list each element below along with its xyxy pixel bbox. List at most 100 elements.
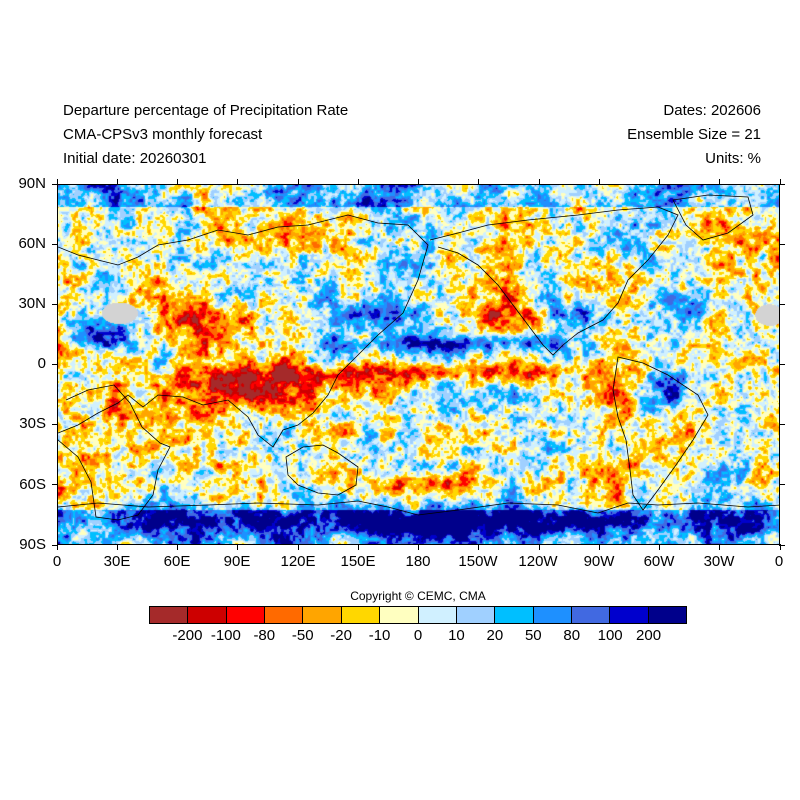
lon-tick	[659, 544, 660, 550]
lon-tick	[598, 544, 600, 550]
colorbar-box	[341, 607, 381, 623]
lat-tick	[52, 243, 58, 245]
lat-tick	[52, 484, 58, 486]
lon-label: 0	[774, 553, 784, 570]
initial-date: Initial date: 20260301	[63, 150, 207, 167]
lon-tick	[538, 544, 540, 550]
forecast-dates: Dates: 202606	[663, 102, 761, 119]
colorbar-label: -200	[172, 627, 203, 644]
lon-label: 180	[405, 553, 431, 570]
coastline-antarctica	[58, 500, 779, 516]
lon-label: 30W	[703, 553, 735, 570]
lon-label: 60W	[643, 553, 675, 570]
lon-tick	[478, 179, 480, 185]
colorbar-box	[380, 607, 419, 623]
lon-label: 150E	[340, 553, 376, 570]
colorbar-label: -100	[210, 627, 241, 644]
lat-label: 30N	[18, 295, 46, 312]
lat-label: 60S	[19, 476, 46, 493]
lon-label: 90E	[223, 553, 251, 570]
lon-tick	[357, 179, 359, 185]
lon-tick	[297, 544, 299, 550]
lon-label: 30E	[103, 553, 131, 570]
lon-tick	[56, 544, 58, 550]
ensemble-size: Ensemble Size = 21	[627, 126, 761, 143]
colorbar-box	[265, 607, 304, 623]
coastline-australia	[285, 444, 359, 496]
coastlines	[58, 194, 779, 521]
coastline-africa	[58, 384, 171, 521]
lon-tick	[56, 179, 58, 185]
colorbar-label: 100	[597, 627, 623, 644]
colorbar-box	[226, 607, 266, 623]
lon-label: 120W	[518, 553, 558, 570]
lon-label: 90W	[583, 553, 615, 570]
lon-tick	[659, 179, 660, 185]
colorbar-box	[571, 607, 611, 623]
lat-tick	[779, 183, 785, 185]
lon-tick	[478, 544, 480, 550]
lat-tick	[52, 364, 58, 365]
units-label: Units: %	[705, 150, 761, 167]
lat-label: 60N	[18, 235, 46, 252]
lat-tick	[779, 364, 785, 365]
colorbar-box	[303, 607, 342, 623]
lon-label: 120E	[280, 553, 316, 570]
colorbar-box	[648, 607, 687, 623]
lon-tick	[418, 179, 419, 185]
lon-tick	[779, 544, 781, 550]
lat-tick	[52, 544, 58, 546]
coastline-south-america	[612, 356, 709, 511]
lat-tick	[779, 424, 785, 426]
colorbar-box	[610, 607, 649, 623]
colorbar-box	[418, 607, 457, 623]
lat-label: 0	[37, 355, 46, 372]
coastline-eurasia	[58, 214, 429, 448]
lon-label: 150W	[458, 553, 498, 570]
colorbar-label: -50	[291, 627, 314, 644]
lon-tick	[418, 544, 419, 550]
colorbar-label: -80	[253, 627, 276, 644]
lat-tick	[52, 303, 58, 305]
coastline-north-america	[429, 206, 679, 356]
lon-label: 60E	[163, 553, 191, 570]
colorbar-box	[495, 607, 534, 623]
coastline-greenland	[672, 194, 754, 241]
lon-tick	[177, 179, 178, 185]
model-name: CMA-CPSv3 monthly forecast	[63, 126, 263, 143]
lat-tick	[779, 243, 785, 245]
colorbar-label: 50	[524, 627, 542, 644]
lon-tick	[177, 544, 178, 550]
lat-tick	[52, 424, 58, 426]
lat-tick	[52, 183, 58, 185]
colorbar-label: 80	[563, 627, 581, 644]
colorbar-box	[533, 607, 572, 623]
colorbar-label: -20	[330, 627, 352, 644]
lat-label: 90S	[19, 536, 46, 553]
colorbar-box	[150, 607, 189, 623]
lon-label: 0	[52, 553, 62, 570]
map-title: Departure percentage of Precipitation Ra…	[63, 102, 349, 119]
colorbar-label: 20	[486, 627, 504, 644]
colorbar	[149, 606, 687, 624]
colorbar-label: -10	[368, 627, 391, 644]
lat-tick	[779, 544, 785, 546]
copyright-notice: Copyright © CEMC, CMA	[350, 589, 486, 603]
colorbar-box	[188, 607, 227, 623]
colorbar-box	[456, 607, 496, 623]
lat-tick	[779, 484, 785, 486]
lon-tick	[779, 179, 781, 185]
lon-tick	[598, 179, 600, 185]
lon-tick	[297, 179, 299, 185]
lon-tick	[538, 179, 540, 185]
lon-tick	[237, 179, 239, 185]
precipitation-field	[58, 185, 779, 544]
lon-tick	[719, 544, 721, 550]
lon-tick	[719, 179, 721, 185]
lat-tick	[779, 303, 785, 305]
colorbar-label: 10	[448, 627, 465, 644]
lat-label: 90N	[18, 175, 46, 192]
lon-tick	[237, 544, 239, 550]
colorbar-label: 0	[413, 627, 423, 644]
lat-label: 30S	[19, 415, 46, 432]
